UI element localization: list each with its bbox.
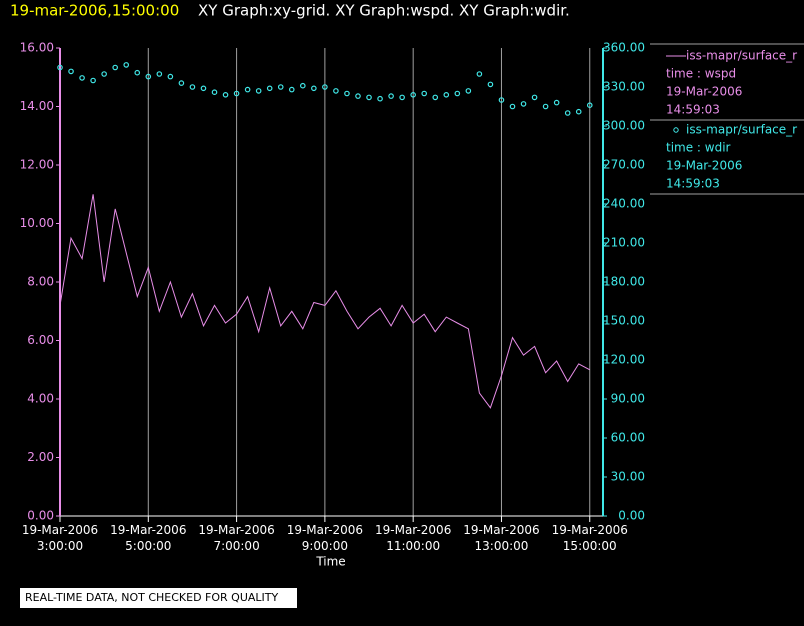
y-tick-label: 2.00 bbox=[27, 450, 54, 464]
data-point bbox=[167, 73, 174, 80]
data-point bbox=[531, 94, 538, 101]
data-point bbox=[586, 102, 593, 109]
data-point bbox=[266, 85, 273, 92]
data-point bbox=[178, 80, 185, 86]
x-tick-label: 19-Mar-2006 9:00:00 bbox=[287, 523, 363, 553]
y2-tick-label: 270.00 bbox=[603, 158, 645, 172]
legend-label: time : wspd bbox=[666, 67, 736, 81]
x-tick-label: 19-Mar-2006 5:00:00 bbox=[110, 523, 186, 553]
y2-tick-label: 90.00 bbox=[611, 392, 645, 406]
data-point bbox=[487, 81, 494, 88]
y-tick-label: 14.00 bbox=[20, 99, 54, 113]
x-axis-label: Time bbox=[315, 555, 345, 569]
legend-name: iss-mapr/surface_r bbox=[686, 49, 797, 63]
y-tick-label: 16.00 bbox=[20, 41, 54, 55]
data-point bbox=[553, 99, 560, 106]
legend-label: time : wdir bbox=[666, 141, 731, 155]
data-point bbox=[277, 84, 284, 90]
data-point bbox=[355, 93, 361, 99]
data-point bbox=[112, 64, 118, 71]
data-point bbox=[344, 90, 350, 97]
data-point bbox=[465, 88, 472, 94]
legend-marker bbox=[673, 127, 679, 133]
data-point bbox=[222, 92, 229, 98]
chart-title: XY Graph:xy-grid. XY Graph:wspd. XY Grap… bbox=[198, 2, 570, 20]
y2-tick-label: 60.00 bbox=[611, 431, 645, 445]
legend-date: 19-Mar-2006 bbox=[666, 85, 742, 99]
y-tick-label: 0.00 bbox=[27, 509, 54, 523]
y2-tick-label: 210.00 bbox=[603, 236, 645, 250]
data-point bbox=[255, 88, 262, 94]
data-point bbox=[333, 88, 339, 94]
y-tick-label: 8.00 bbox=[27, 275, 54, 289]
x-tick-label: 19-Mar-2006 11:00:00 bbox=[375, 523, 451, 553]
y-tick-label: 4.00 bbox=[27, 392, 54, 406]
data-point bbox=[432, 94, 439, 101]
data-point bbox=[366, 94, 372, 101]
y-tick-label: 6.00 bbox=[27, 333, 54, 347]
data-point bbox=[564, 110, 571, 116]
data-point bbox=[311, 85, 317, 92]
data-point bbox=[134, 69, 141, 76]
data-point bbox=[476, 71, 483, 77]
data-point bbox=[90, 77, 96, 84]
data-point bbox=[79, 75, 85, 81]
y-tick-label: 10.00 bbox=[20, 216, 54, 230]
y2-tick-label: 180.00 bbox=[603, 275, 645, 289]
data-point bbox=[123, 62, 130, 68]
legend-date: 19-Mar-2006 bbox=[666, 159, 742, 173]
x-tick-label: 19-Mar-2006 7:00:00 bbox=[198, 523, 274, 553]
note: REAL-TIME DATA, NOT CHECKED FOR QUALITY bbox=[25, 591, 279, 604]
y-tick-label: 12.00 bbox=[20, 158, 54, 172]
data-point bbox=[156, 71, 163, 77]
data-point bbox=[200, 85, 207, 92]
data-point bbox=[443, 92, 450, 98]
y2-tick-label: 300.00 bbox=[603, 119, 645, 133]
y2-tick-label: 120.00 bbox=[603, 353, 645, 367]
data-point bbox=[509, 103, 516, 110]
data-point bbox=[101, 71, 107, 77]
data-point bbox=[300, 82, 306, 89]
y2-tick-label: 360.00 bbox=[603, 41, 645, 55]
data-point bbox=[244, 86, 251, 93]
data-point bbox=[575, 108, 582, 115]
data-point bbox=[520, 101, 527, 107]
data-point bbox=[454, 90, 461, 97]
data-point bbox=[233, 90, 240, 97]
x-tick-label: 19-Mar-2006 3:00:00 bbox=[22, 523, 98, 553]
note-box bbox=[20, 588, 297, 608]
title-time: 19-mar-2006,15:00:00 bbox=[10, 2, 179, 20]
data-point bbox=[288, 86, 295, 93]
y2-tick-label: 330.00 bbox=[603, 80, 645, 94]
data-point bbox=[421, 90, 428, 97]
y2-tick-label: 150.00 bbox=[603, 314, 645, 328]
x-tick-label: 19-Mar-2006 15:00:00 bbox=[552, 523, 628, 553]
data-point bbox=[68, 68, 74, 75]
data-point bbox=[399, 94, 405, 101]
data-point bbox=[189, 84, 196, 90]
y2-tick-label: 30.00 bbox=[611, 470, 645, 484]
data-point bbox=[377, 95, 383, 102]
y2-tick-label: 240.00 bbox=[603, 197, 645, 211]
x-tick-label: 19-Mar-2006 13:00:00 bbox=[463, 523, 539, 553]
data-point bbox=[145, 73, 152, 80]
data-point bbox=[410, 92, 416, 98]
data-point bbox=[322, 84, 328, 90]
data-point bbox=[498, 97, 505, 103]
data-point bbox=[211, 89, 218, 96]
data-point bbox=[57, 64, 63, 71]
data-point bbox=[542, 103, 549, 110]
legend-time: 14:59:03 bbox=[666, 177, 720, 191]
data-point bbox=[388, 93, 394, 99]
y2-tick-label: 0.00 bbox=[618, 509, 645, 523]
data-line bbox=[59, 194, 591, 409]
legend-name: iss-mapr/surface_r bbox=[686, 123, 797, 137]
legend-time: 14:59:03 bbox=[666, 103, 720, 117]
